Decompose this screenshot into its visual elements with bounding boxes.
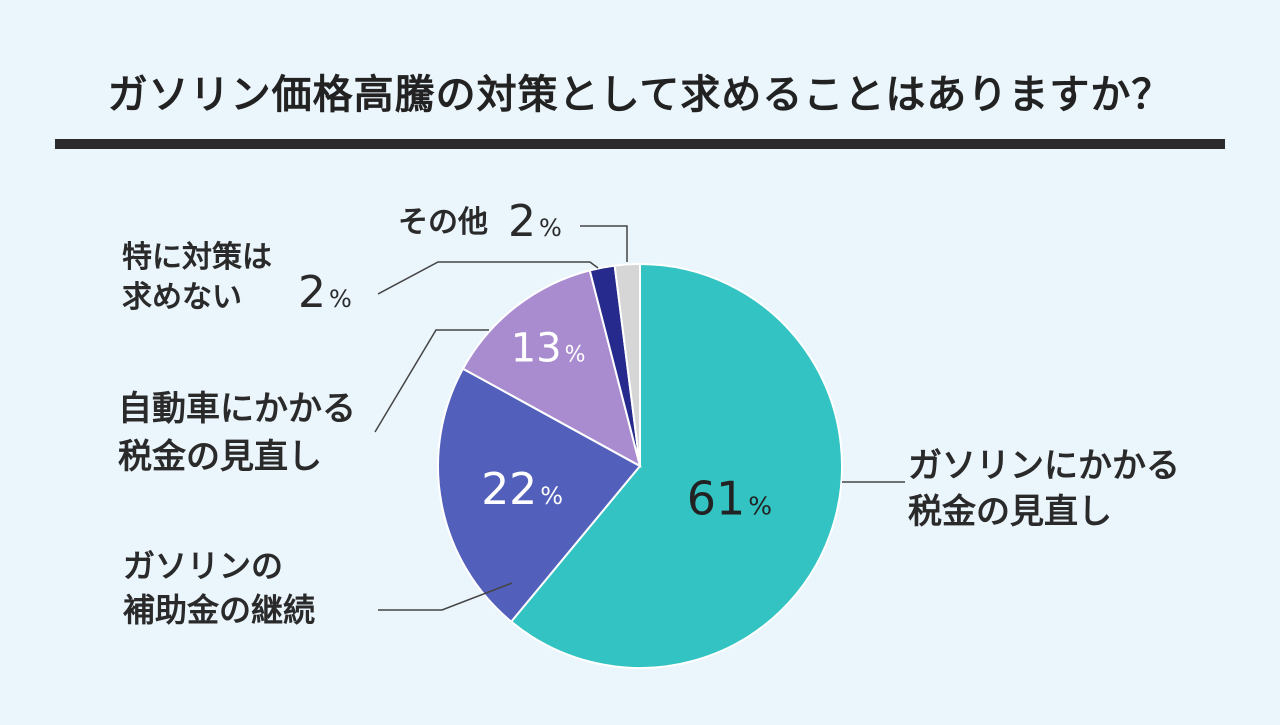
slice-value-3: 2% (298, 267, 352, 318)
slice-value-number: 13 (511, 326, 562, 372)
slice-value-number: 22 (481, 464, 537, 515)
slice-value-unit: % (329, 285, 352, 313)
category-labels: ガソリンにかかる税金の見直しガソリンの補助金の継続自動車にかかる税金の見直し特に… (118, 205, 1180, 629)
category-label-2-line-1: 税金の見直し (118, 437, 322, 477)
category-label-4-line-0: その他 (398, 205, 488, 240)
pie-slice-1 (437, 367, 642, 624)
slice-value-unit: % (748, 491, 772, 520)
value-labels: 61 %22 %13 %2 %2% (298, 196, 772, 525)
slice-value-unit: % (539, 214, 562, 242)
leader-lines (374, 225, 905, 611)
slice-value-number: 2 (298, 267, 326, 318)
slice-value-unit: % (540, 482, 563, 510)
slice-value-number: 61 (687, 471, 746, 525)
category-label-1-line-1: 補助金の継続 (123, 591, 315, 629)
slice-value-2: 13% (511, 326, 586, 372)
slice-value-0: 61% (687, 471, 772, 525)
pie-slice-0 (509, 262, 844, 669)
category-label-1-line-0: ガソリンの (123, 547, 283, 585)
category-label-0-line-1: 税金の見直し (908, 492, 1112, 532)
slice-value-1: 22% (481, 464, 563, 515)
slice-value-unit: % (565, 343, 586, 368)
pie-slice-2 (461, 269, 642, 468)
category-label-3-line-0: 特に対策は (122, 240, 272, 275)
leader-line-2 (374, 329, 489, 433)
category-label-3-line-1: 求めない (122, 280, 242, 315)
title-divider (55, 139, 1225, 149)
slice-value-number: 2 (508, 196, 536, 247)
leader-line-1 (378, 582, 513, 611)
leader-line-3 (377, 261, 599, 295)
slice-value-4: 2% (508, 196, 562, 247)
leader-line-4 (580, 225, 628, 262)
category-label-2-line-0: 自動車にかかる (118, 389, 356, 429)
chart-title: ガソリン価格高騰の対策として求めることはありますか？ (107, 72, 1173, 118)
pie-slice-4 (613, 262, 641, 467)
category-label-0-line-0: ガソリンにかかる (908, 446, 1180, 486)
pie-slices (437, 262, 844, 669)
